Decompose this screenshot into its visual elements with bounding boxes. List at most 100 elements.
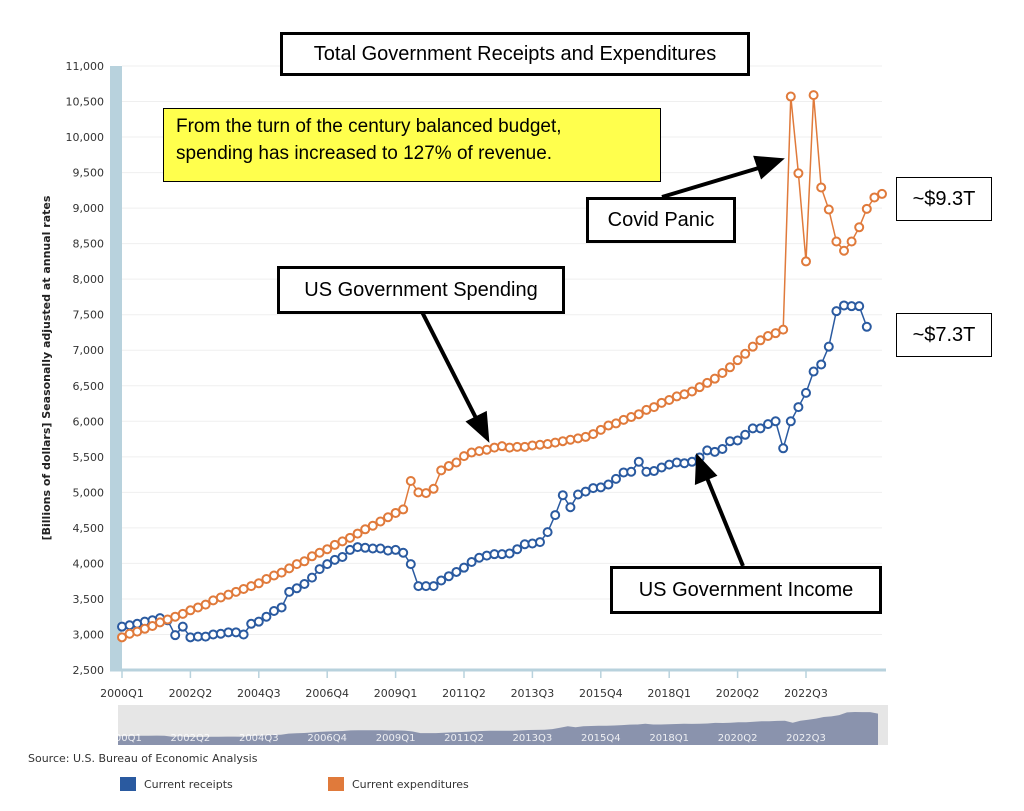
data-point[interactable] xyxy=(284,586,295,597)
data-point[interactable] xyxy=(649,466,659,477)
data-point[interactable] xyxy=(253,616,264,627)
data-point[interactable] xyxy=(823,204,834,215)
data-point[interactable] xyxy=(603,479,614,490)
data-point[interactable] xyxy=(177,608,188,619)
data-point[interactable] xyxy=(588,429,599,440)
data-point[interactable] xyxy=(694,382,705,393)
data-point[interactable] xyxy=(367,520,378,531)
data-point[interactable] xyxy=(831,306,842,317)
data-point[interactable] xyxy=(459,562,469,573)
data-point[interactable] xyxy=(649,402,659,413)
data-point[interactable] xyxy=(238,629,249,640)
data-point[interactable] xyxy=(337,552,348,563)
data-point[interactable] xyxy=(299,556,310,567)
data-point[interactable] xyxy=(626,466,637,477)
data-point[interactable] xyxy=(793,402,804,413)
data-point[interactable] xyxy=(611,418,621,429)
data-point[interactable] xyxy=(443,461,454,472)
data-point[interactable] xyxy=(778,324,789,335)
data-point[interactable] xyxy=(869,192,880,203)
data-point[interactable] xyxy=(177,621,188,632)
data-point[interactable] xyxy=(284,563,295,574)
data-point[interactable] xyxy=(747,341,758,352)
data-point[interactable] xyxy=(291,583,302,594)
data-point[interactable] xyxy=(785,91,796,102)
data-point[interactable] xyxy=(854,222,865,233)
data-point[interactable] xyxy=(405,475,416,486)
data-point[interactable] xyxy=(770,416,781,427)
navigator[interactable]: 2000Q1 2002Q2 2004Q3 2006Q4 2009Q1 2011Q2 2013… xyxy=(102,705,888,745)
data-point[interactable] xyxy=(877,188,887,199)
data-point[interactable] xyxy=(846,236,857,247)
data-point[interactable] xyxy=(770,328,781,339)
data-point[interactable] xyxy=(793,168,804,179)
data-point[interactable] xyxy=(253,578,264,589)
data-point[interactable] xyxy=(360,524,371,535)
data-point[interactable] xyxy=(337,536,348,547)
data-point[interactable] xyxy=(261,611,272,622)
data-point[interactable] xyxy=(785,416,796,427)
data-point[interactable] xyxy=(436,575,447,586)
data-point[interactable] xyxy=(823,341,834,352)
data-point[interactable] xyxy=(512,544,523,555)
data-point[interactable] xyxy=(740,348,751,359)
data-point[interactable] xyxy=(451,566,462,577)
data-point[interactable] xyxy=(565,502,576,513)
data-point[interactable] xyxy=(808,90,819,101)
data-point[interactable] xyxy=(755,335,766,346)
data-point[interactable] xyxy=(717,367,728,378)
data-point[interactable] xyxy=(170,630,181,641)
data-point[interactable] xyxy=(405,559,416,570)
data-point[interactable] xyxy=(687,386,697,397)
data-point[interactable] xyxy=(428,483,439,494)
data-point[interactable] xyxy=(702,377,713,388)
data-point[interactable] xyxy=(276,567,287,578)
data-point[interactable] xyxy=(329,539,340,550)
data-point[interactable] xyxy=(839,245,849,256)
data-point[interactable] xyxy=(307,572,317,583)
data-point[interactable] xyxy=(633,456,644,467)
data-point[interactable] xyxy=(801,387,811,398)
data-point[interactable] xyxy=(299,579,310,590)
data-point[interactable] xyxy=(808,366,819,377)
data-point[interactable] xyxy=(755,423,766,434)
data-point[interactable] xyxy=(816,182,827,193)
data-point[interactable] xyxy=(261,574,272,585)
legend-receipts[interactable]: Current receipts xyxy=(120,777,233,791)
data-point[interactable] xyxy=(580,486,591,497)
data-point[interactable] xyxy=(611,473,621,484)
data-point[interactable] xyxy=(147,620,158,631)
data-point[interactable] xyxy=(861,321,872,332)
data-point[interactable] xyxy=(687,456,697,467)
data-point[interactable] xyxy=(398,504,409,515)
data-point[interactable] xyxy=(421,488,431,499)
data-point[interactable] xyxy=(831,236,842,247)
data-point[interactable] xyxy=(314,564,325,575)
data-point[interactable] xyxy=(269,606,279,617)
data-point[interactable] xyxy=(816,359,827,370)
data-point[interactable] xyxy=(398,547,409,558)
data-point[interactable] xyxy=(557,490,568,501)
legend-expenditures[interactable]: Current expenditures xyxy=(328,777,469,791)
data-point[interactable] xyxy=(725,362,735,373)
data-point[interactable] xyxy=(778,443,789,454)
data-point[interactable] xyxy=(322,544,333,555)
data-point[interactable] xyxy=(345,532,355,543)
data-point[interactable] xyxy=(861,203,872,214)
data-point[interactable] xyxy=(504,548,515,559)
data-point[interactable] xyxy=(732,435,743,446)
data-point[interactable] xyxy=(307,551,317,562)
data-point[interactable] xyxy=(550,510,561,521)
data-point[interactable] xyxy=(732,355,743,366)
data-point[interactable] xyxy=(466,556,477,567)
data-point[interactable] xyxy=(459,451,469,462)
data-point[interactable] xyxy=(535,537,545,548)
data-point[interactable] xyxy=(117,632,127,643)
data-point[interactable] xyxy=(542,527,553,538)
data-point[interactable] xyxy=(664,394,675,405)
data-point[interactable] xyxy=(200,599,211,610)
data-point[interactable] xyxy=(352,528,363,539)
data-point[interactable] xyxy=(595,424,606,435)
data-point[interactable] xyxy=(428,581,439,592)
data-point[interactable] xyxy=(436,465,447,476)
